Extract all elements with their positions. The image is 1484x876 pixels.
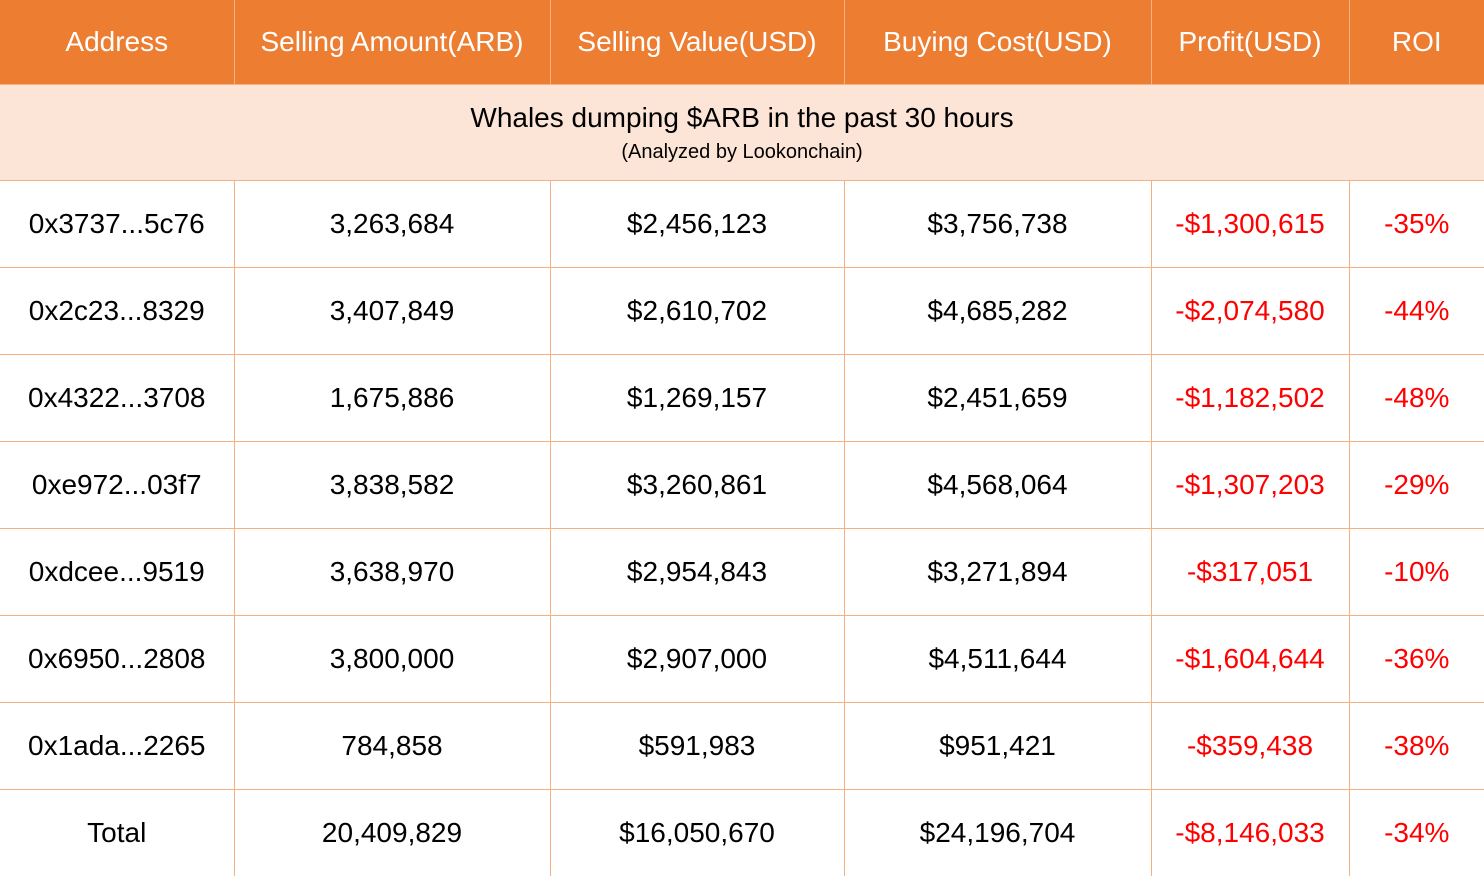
- address-cell: 0x2c23...8329: [0, 268, 234, 355]
- banner-title: Whales dumping $ARB in the past 30 hours: [0, 100, 1484, 136]
- selling-value-cell: $3,260,861: [550, 442, 844, 529]
- buying-cost-cell: $4,685,282: [844, 268, 1151, 355]
- total-selling-amount: 20,409,829: [234, 790, 550, 876]
- table-row: 0x2c23...8329 3,407,849 $2,610,702 $4,68…: [0, 268, 1484, 355]
- address-cell: 0x1ada...2265: [0, 703, 234, 790]
- table-row: 0xe972...03f7 3,838,582 $3,260,861 $4,56…: [0, 442, 1484, 529]
- banner-row: Whales dumping $ARB in the past 30 hours…: [0, 85, 1484, 181]
- banner-cell: Whales dumping $ARB in the past 30 hours…: [0, 85, 1484, 181]
- total-row: Total 20,409,829 $16,050,670 $24,196,704…: [0, 790, 1484, 876]
- table-row: 0x3737...5c76 3,263,684 $2,456,123 $3,75…: [0, 181, 1484, 268]
- address-cell: 0x6950...2808: [0, 616, 234, 703]
- selling-amount-cell: 3,263,684: [234, 181, 550, 268]
- buying-cost-cell: $3,271,894: [844, 529, 1151, 616]
- roi-cell: -10%: [1349, 529, 1484, 616]
- profit-cell: -$359,438: [1151, 703, 1349, 790]
- table-row: 0x6950...2808 3,800,000 $2,907,000 $4,51…: [0, 616, 1484, 703]
- header-row: Address Selling Amount(ARB) Selling Valu…: [0, 0, 1484, 85]
- buying-cost-cell: $3,756,738: [844, 181, 1151, 268]
- header-address: Address: [0, 0, 234, 85]
- selling-amount-cell: 3,638,970: [234, 529, 550, 616]
- roi-cell: -29%: [1349, 442, 1484, 529]
- table-row: 0x1ada...2265 784,858 $591,983 $951,421 …: [0, 703, 1484, 790]
- address-cell: 0x4322...3708: [0, 355, 234, 442]
- selling-value-cell: $591,983: [550, 703, 844, 790]
- roi-cell: -48%: [1349, 355, 1484, 442]
- buying-cost-cell: $4,511,644: [844, 616, 1151, 703]
- header-roi: ROI: [1349, 0, 1484, 85]
- profit-cell: -$1,307,203: [1151, 442, 1349, 529]
- selling-amount-cell: 784,858: [234, 703, 550, 790]
- header-selling-value: Selling Value(USD): [550, 0, 844, 85]
- buying-cost-cell: $951,421: [844, 703, 1151, 790]
- total-roi: -34%: [1349, 790, 1484, 876]
- selling-amount-cell: 3,838,582: [234, 442, 550, 529]
- profit-cell: -$1,604,644: [1151, 616, 1349, 703]
- selling-amount-cell: 1,675,886: [234, 355, 550, 442]
- header-profit: Profit(USD): [1151, 0, 1349, 85]
- selling-value-cell: $2,456,123: [550, 181, 844, 268]
- total-profit: -$8,146,033: [1151, 790, 1349, 876]
- roi-cell: -35%: [1349, 181, 1484, 268]
- total-label: Total: [0, 790, 234, 876]
- buying-cost-cell: $2,451,659: [844, 355, 1151, 442]
- roi-cell: -44%: [1349, 268, 1484, 355]
- address-cell: 0x3737...5c76: [0, 181, 234, 268]
- profit-cell: -$317,051: [1151, 529, 1349, 616]
- selling-value-cell: $2,954,843: [550, 529, 844, 616]
- roi-cell: -36%: [1349, 616, 1484, 703]
- table-row: 0xdcee...9519 3,638,970 $2,954,843 $3,27…: [0, 529, 1484, 616]
- buying-cost-cell: $4,568,064: [844, 442, 1151, 529]
- selling-value-cell: $2,907,000: [550, 616, 844, 703]
- total-selling-value: $16,050,670: [550, 790, 844, 876]
- header-selling-amount: Selling Amount(ARB): [234, 0, 550, 85]
- profit-cell: -$1,300,615: [1151, 181, 1349, 268]
- profit-cell: -$2,074,580: [1151, 268, 1349, 355]
- header-buying-cost: Buying Cost(USD): [844, 0, 1151, 85]
- profit-cell: -$1,182,502: [1151, 355, 1349, 442]
- address-cell: 0xe972...03f7: [0, 442, 234, 529]
- address-cell: 0xdcee...9519: [0, 529, 234, 616]
- banner-subtitle: (Analyzed by Lookonchain): [0, 138, 1484, 166]
- selling-value-cell: $2,610,702: [550, 268, 844, 355]
- roi-cell: -38%: [1349, 703, 1484, 790]
- selling-value-cell: $1,269,157: [550, 355, 844, 442]
- table-row: 0x4322...3708 1,675,886 $1,269,157 $2,45…: [0, 355, 1484, 442]
- selling-amount-cell: 3,800,000: [234, 616, 550, 703]
- total-buying-cost: $24,196,704: [844, 790, 1151, 876]
- selling-amount-cell: 3,407,849: [234, 268, 550, 355]
